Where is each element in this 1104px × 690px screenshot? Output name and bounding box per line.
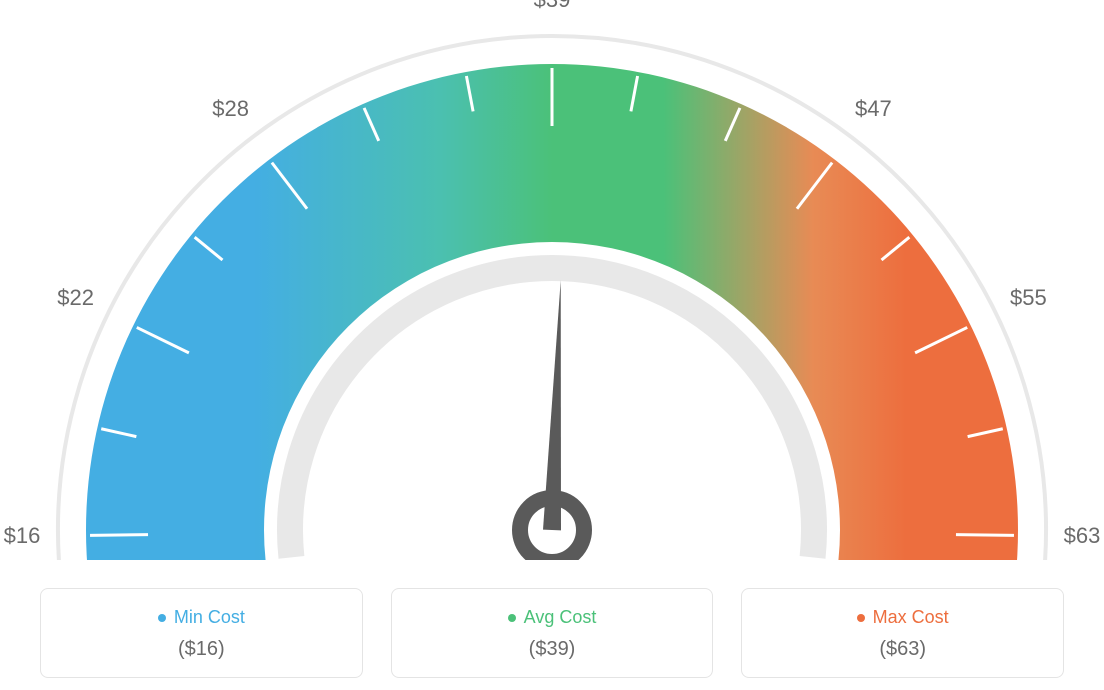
dot-icon bbox=[158, 614, 166, 622]
gauge-svg bbox=[0, 0, 1104, 560]
legend-card-min: Min Cost ($16) bbox=[40, 588, 363, 678]
legend-max-title: Max Cost bbox=[857, 607, 949, 628]
gauge-tick-label: $47 bbox=[855, 96, 892, 122]
dot-icon bbox=[857, 614, 865, 622]
legend-avg-value: ($39) bbox=[402, 638, 703, 661]
gauge-chart: $16 $22 $28 $39 $47 $55 $63 bbox=[0, 0, 1104, 560]
gauge-tick-label: $28 bbox=[212, 96, 249, 122]
legend-min-label: Min Cost bbox=[174, 607, 245, 628]
legend-avg-label: Avg Cost bbox=[524, 607, 597, 628]
gauge-tick-label: $16 bbox=[4, 523, 41, 549]
gauge-tick-label: $55 bbox=[1010, 285, 1047, 311]
legend-min-title: Min Cost bbox=[158, 607, 245, 628]
gauge-tick-label: $39 bbox=[534, 0, 571, 13]
legend-card-avg: Avg Cost ($39) bbox=[391, 588, 714, 678]
legend-row: Min Cost ($16) Avg Cost ($39) Max Cost (… bbox=[0, 588, 1104, 678]
legend-max-label: Max Cost bbox=[873, 607, 949, 628]
gauge-tick-label: $22 bbox=[57, 285, 94, 311]
gauge-tick-label: $63 bbox=[1064, 523, 1101, 549]
legend-max-value: ($63) bbox=[752, 638, 1053, 661]
legend-card-max: Max Cost ($63) bbox=[741, 588, 1064, 678]
dot-icon bbox=[508, 614, 516, 622]
legend-min-value: ($16) bbox=[51, 638, 352, 661]
legend-avg-title: Avg Cost bbox=[508, 607, 597, 628]
